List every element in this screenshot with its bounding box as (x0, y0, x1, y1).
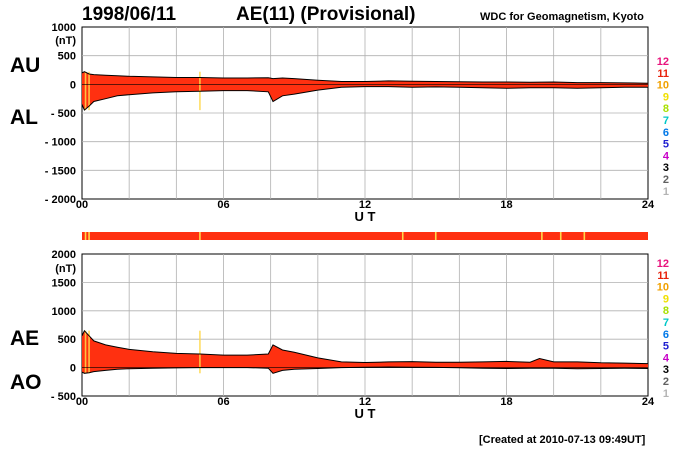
y-tick-label: 2000 (52, 249, 76, 261)
y-tick-label: - 2000 (45, 194, 76, 206)
station-legend-label: 11 (657, 270, 669, 282)
x-tick-label: 12 (359, 396, 371, 408)
x-tick-label: 24 (642, 396, 655, 408)
index-title: AE(11) (Provisional) (236, 4, 416, 25)
station-legend-label: 4 (663, 150, 670, 162)
series-line-au (81, 71, 649, 84)
station-legend-label: 8 (663, 103, 669, 115)
y-tick-label: - 1500 (45, 165, 76, 177)
x-tick-label: 00 (76, 396, 88, 408)
station-legend-label: 5 (663, 341, 669, 353)
station-legend-label: 3 (663, 162, 669, 174)
y-tick-label: - 500 (51, 108, 76, 120)
station-legend-label: 10 (657, 80, 669, 92)
station-legend-label: 3 (663, 364, 669, 376)
station-legend-label: 8 (663, 305, 669, 317)
x-tick-label: 18 (500, 199, 512, 211)
series-area-fill (82, 71, 648, 111)
x-tick-label: 24 (642, 199, 655, 211)
series-label-upper: AU (10, 54, 40, 77)
series-line-ao (81, 366, 649, 374)
created-timestamp: [Created at 2010-07-13 09:49UT] (479, 434, 646, 446)
station-legend-label: 10 (657, 282, 669, 294)
station-legend-label: 7 (663, 317, 669, 329)
series-line-ae (81, 329, 649, 365)
y-tick-label: 500 (58, 334, 76, 346)
x-tick-label: 18 (500, 396, 512, 408)
station-legend-label: 12 (657, 258, 669, 270)
station-legend-label: 6 (663, 329, 669, 341)
y-tick-label: 1000 (52, 306, 76, 318)
y-tick-label: - 1000 (45, 137, 76, 149)
station-legend-label: 4 (663, 352, 670, 364)
x-tick-label: 06 (217, 396, 229, 408)
x-tick-label: 12 (359, 199, 371, 211)
series-label-lower: AL (10, 106, 38, 129)
station-legend-label: 1 (663, 388, 669, 400)
date-title: 1998/06/11 (82, 4, 177, 25)
y-tick-label: 0 (70, 79, 76, 91)
station-legend-label: 5 (663, 139, 669, 151)
source-label: WDC for Geomagnetism, Kyoto (480, 11, 644, 23)
station-legend-label: 1 (663, 186, 669, 198)
station-legend-label: 7 (663, 115, 669, 127)
station-legend-label: 11 (657, 68, 669, 80)
series-label-lower: AO (10, 371, 42, 394)
series-line-al (81, 86, 648, 111)
y-tick-label: 0 (70, 363, 76, 375)
x-tick-label: 06 (217, 199, 229, 211)
series-label-upper: AE (10, 327, 39, 350)
station-legend-label: 9 (663, 293, 669, 305)
station-legend-label: 6 (663, 127, 669, 139)
y-tick-label: 1000 (52, 22, 76, 34)
station-legend-label: 2 (663, 376, 669, 388)
x-axis-title: U T (355, 406, 376, 421)
station-legend-label: 12 (657, 56, 669, 68)
station-legend-label: 9 (663, 91, 669, 103)
y-tick-label: 500 (58, 51, 76, 63)
series-area-fill (82, 330, 648, 374)
station-legend-label: 2 (663, 174, 669, 186)
x-axis-title: U T (355, 209, 376, 224)
x-tick-label: 00 (76, 199, 88, 211)
y-unit-label: (nT) (55, 35, 76, 47)
y-unit-label: (nT) (55, 263, 76, 275)
y-tick-label: 1500 (52, 277, 76, 289)
y-tick-label: - 500 (51, 391, 76, 403)
station-coverage-bar (82, 232, 648, 240)
